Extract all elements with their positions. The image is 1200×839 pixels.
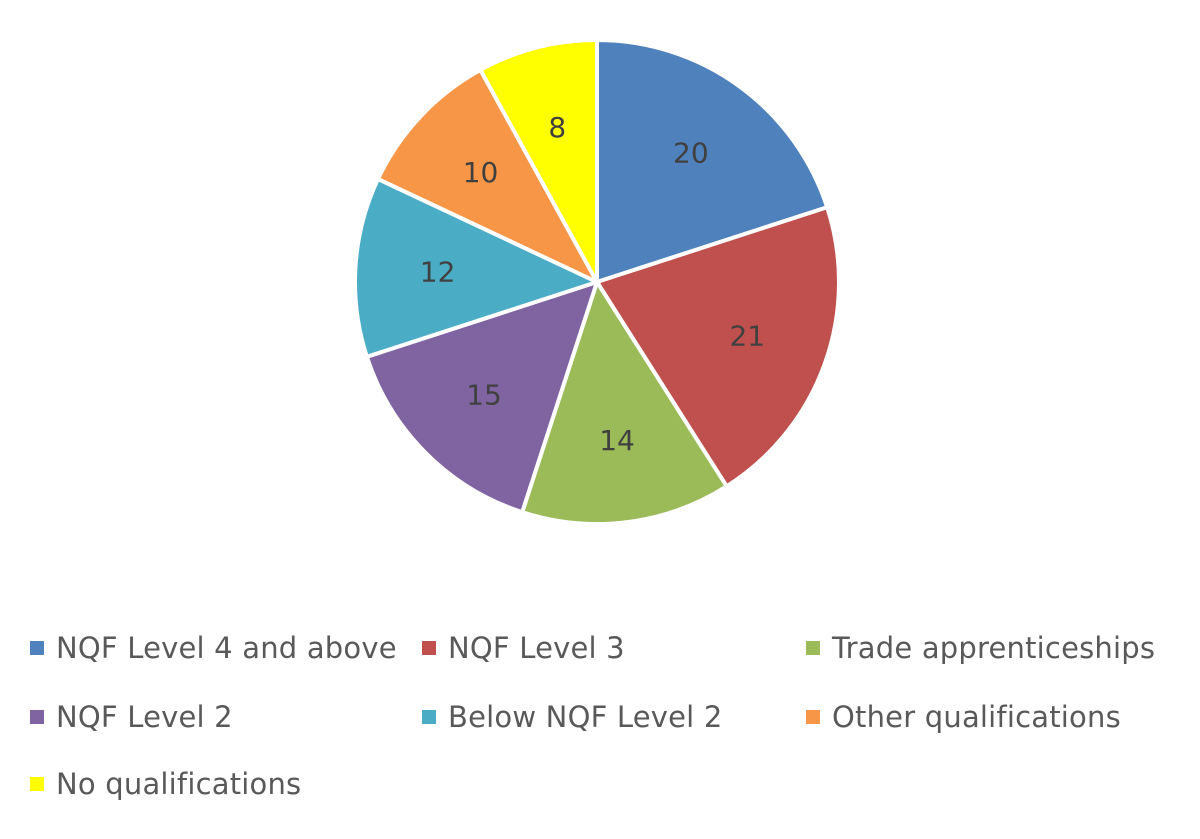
legend-swatch — [30, 641, 44, 655]
legend-item-trade-apprenticeships: Trade apprenticeships — [806, 626, 1155, 670]
legend-item-nqf-level-4-and-above: NQF Level 4 and above — [30, 626, 397, 670]
legend-item-other-qualifications: Other qualifications — [806, 695, 1121, 739]
legend-label: Below NQF Level 2 — [448, 700, 723, 734]
legend-item-nqf-level-2: NQF Level 2 — [30, 695, 233, 739]
data-label-other-qualifications: 10 — [463, 156, 499, 189]
pie-slices — [353, 37, 842, 527]
legend-label: Trade apprenticeships — [832, 631, 1156, 665]
legend-swatch — [30, 777, 44, 791]
pie-slice-trade-apprenticeships — [519, 277, 730, 527]
legend-label: NQF Level 2 — [56, 700, 233, 734]
legend-swatch — [422, 641, 436, 655]
pie-slice-below-nqf-level-2 — [353, 176, 603, 360]
legend-swatch — [806, 710, 820, 724]
legend-item-no-qualifications: No qualifications — [30, 762, 301, 806]
legend-item-nqf-level-3: NQF Level 3 — [422, 626, 625, 670]
pie-slice-no-qualifications — [477, 37, 599, 283]
legend: NQF Level 4 and above NQF Level 3 Trade … — [30, 614, 1180, 824]
pie-slice-other-qualifications — [375, 67, 602, 287]
data-label-no-qualifications: 8 — [548, 111, 566, 144]
legend-swatch — [422, 710, 436, 724]
data-label-nqf-level-3: 21 — [729, 320, 765, 353]
legend-label: Other qualifications — [832, 700, 1121, 734]
pie-plot-area: 20 21 14 15 12 10 8 — [353, 37, 842, 527]
legend-item-below-nqf-level-2: Below NQF Level 2 — [422, 695, 723, 739]
pie-data-labels: 20 21 14 15 12 10 8 — [420, 111, 765, 457]
legend-swatch — [30, 710, 44, 724]
legend-label: NQF Level 4 and above — [56, 631, 397, 665]
data-label-trade-apprenticeships: 14 — [599, 424, 635, 457]
pie-slice-nqf-level-3 — [593, 204, 842, 490]
pie-slice-nqf-level-4-and-above — [595, 37, 830, 285]
data-label-below-nqf-level-2: 12 — [420, 255, 456, 288]
data-label-nqf-level-4-and-above: 20 — [673, 136, 709, 169]
data-label-nqf-level-2: 15 — [466, 378, 502, 411]
legend-label: NQF Level 3 — [448, 631, 625, 665]
legend-swatch — [806, 641, 820, 655]
legend-label: No qualifications — [56, 767, 302, 801]
